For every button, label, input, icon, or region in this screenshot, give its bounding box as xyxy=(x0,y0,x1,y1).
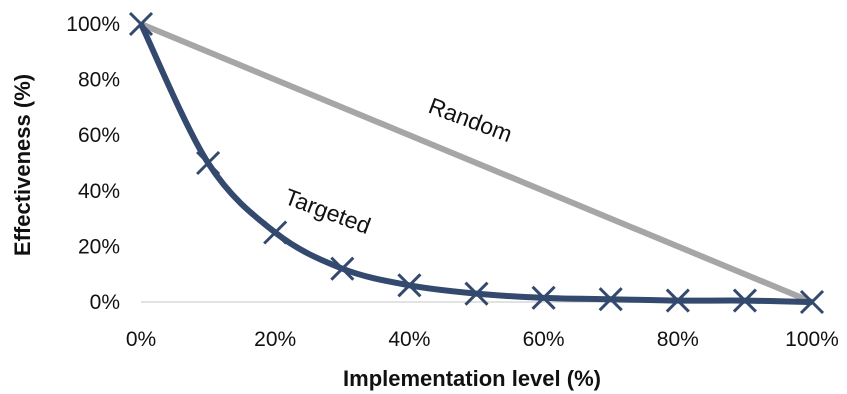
targeted-point-marker xyxy=(598,287,623,312)
targeted-point-marker xyxy=(799,289,825,315)
random-series-line xyxy=(139,21,814,305)
targeted-point-marker xyxy=(330,256,355,281)
marker-layer xyxy=(128,11,825,315)
y-tick-labels: 0% 20% 40% 60% 80% 100% xyxy=(66,13,120,314)
targeted-point-marker xyxy=(128,11,154,37)
targeted-point-marker xyxy=(196,150,221,176)
targeted-point-marker xyxy=(263,220,288,245)
random-series-label: Random xyxy=(425,92,516,147)
targeted-point-marker xyxy=(397,273,422,298)
y-tick-label: 40% xyxy=(78,180,120,203)
targeted-point-marker xyxy=(464,281,489,306)
y-tick-label: 80% xyxy=(78,69,120,92)
x-tick-label: 60% xyxy=(523,328,565,351)
x-tick-label: 100% xyxy=(785,328,839,351)
targeted-point-marker xyxy=(531,285,556,310)
series-layer xyxy=(138,21,814,305)
x-tick-labels: 0% 20% 40% 60% 80% 100% xyxy=(126,328,839,351)
targeted-point-marker xyxy=(665,288,690,313)
x-tick-label: 20% xyxy=(254,328,296,351)
x-tick-label: 80% xyxy=(657,328,699,351)
y-tick-label: 100% xyxy=(66,13,120,36)
y-tick-label: 60% xyxy=(78,124,120,147)
targeted-series-line xyxy=(138,22,813,305)
x-tick-label: 40% xyxy=(388,328,430,351)
y-axis-title: Effectiveness (%) xyxy=(10,74,35,256)
y-tick-label: 20% xyxy=(78,235,120,258)
y-tick-label: 0% xyxy=(90,291,120,314)
targeted-point-marker xyxy=(732,288,757,313)
targeted-series-label: Targeted xyxy=(281,183,374,239)
x-tick-label: 0% xyxy=(126,328,156,351)
x-axis-title: Implementation level (%) xyxy=(343,366,601,391)
